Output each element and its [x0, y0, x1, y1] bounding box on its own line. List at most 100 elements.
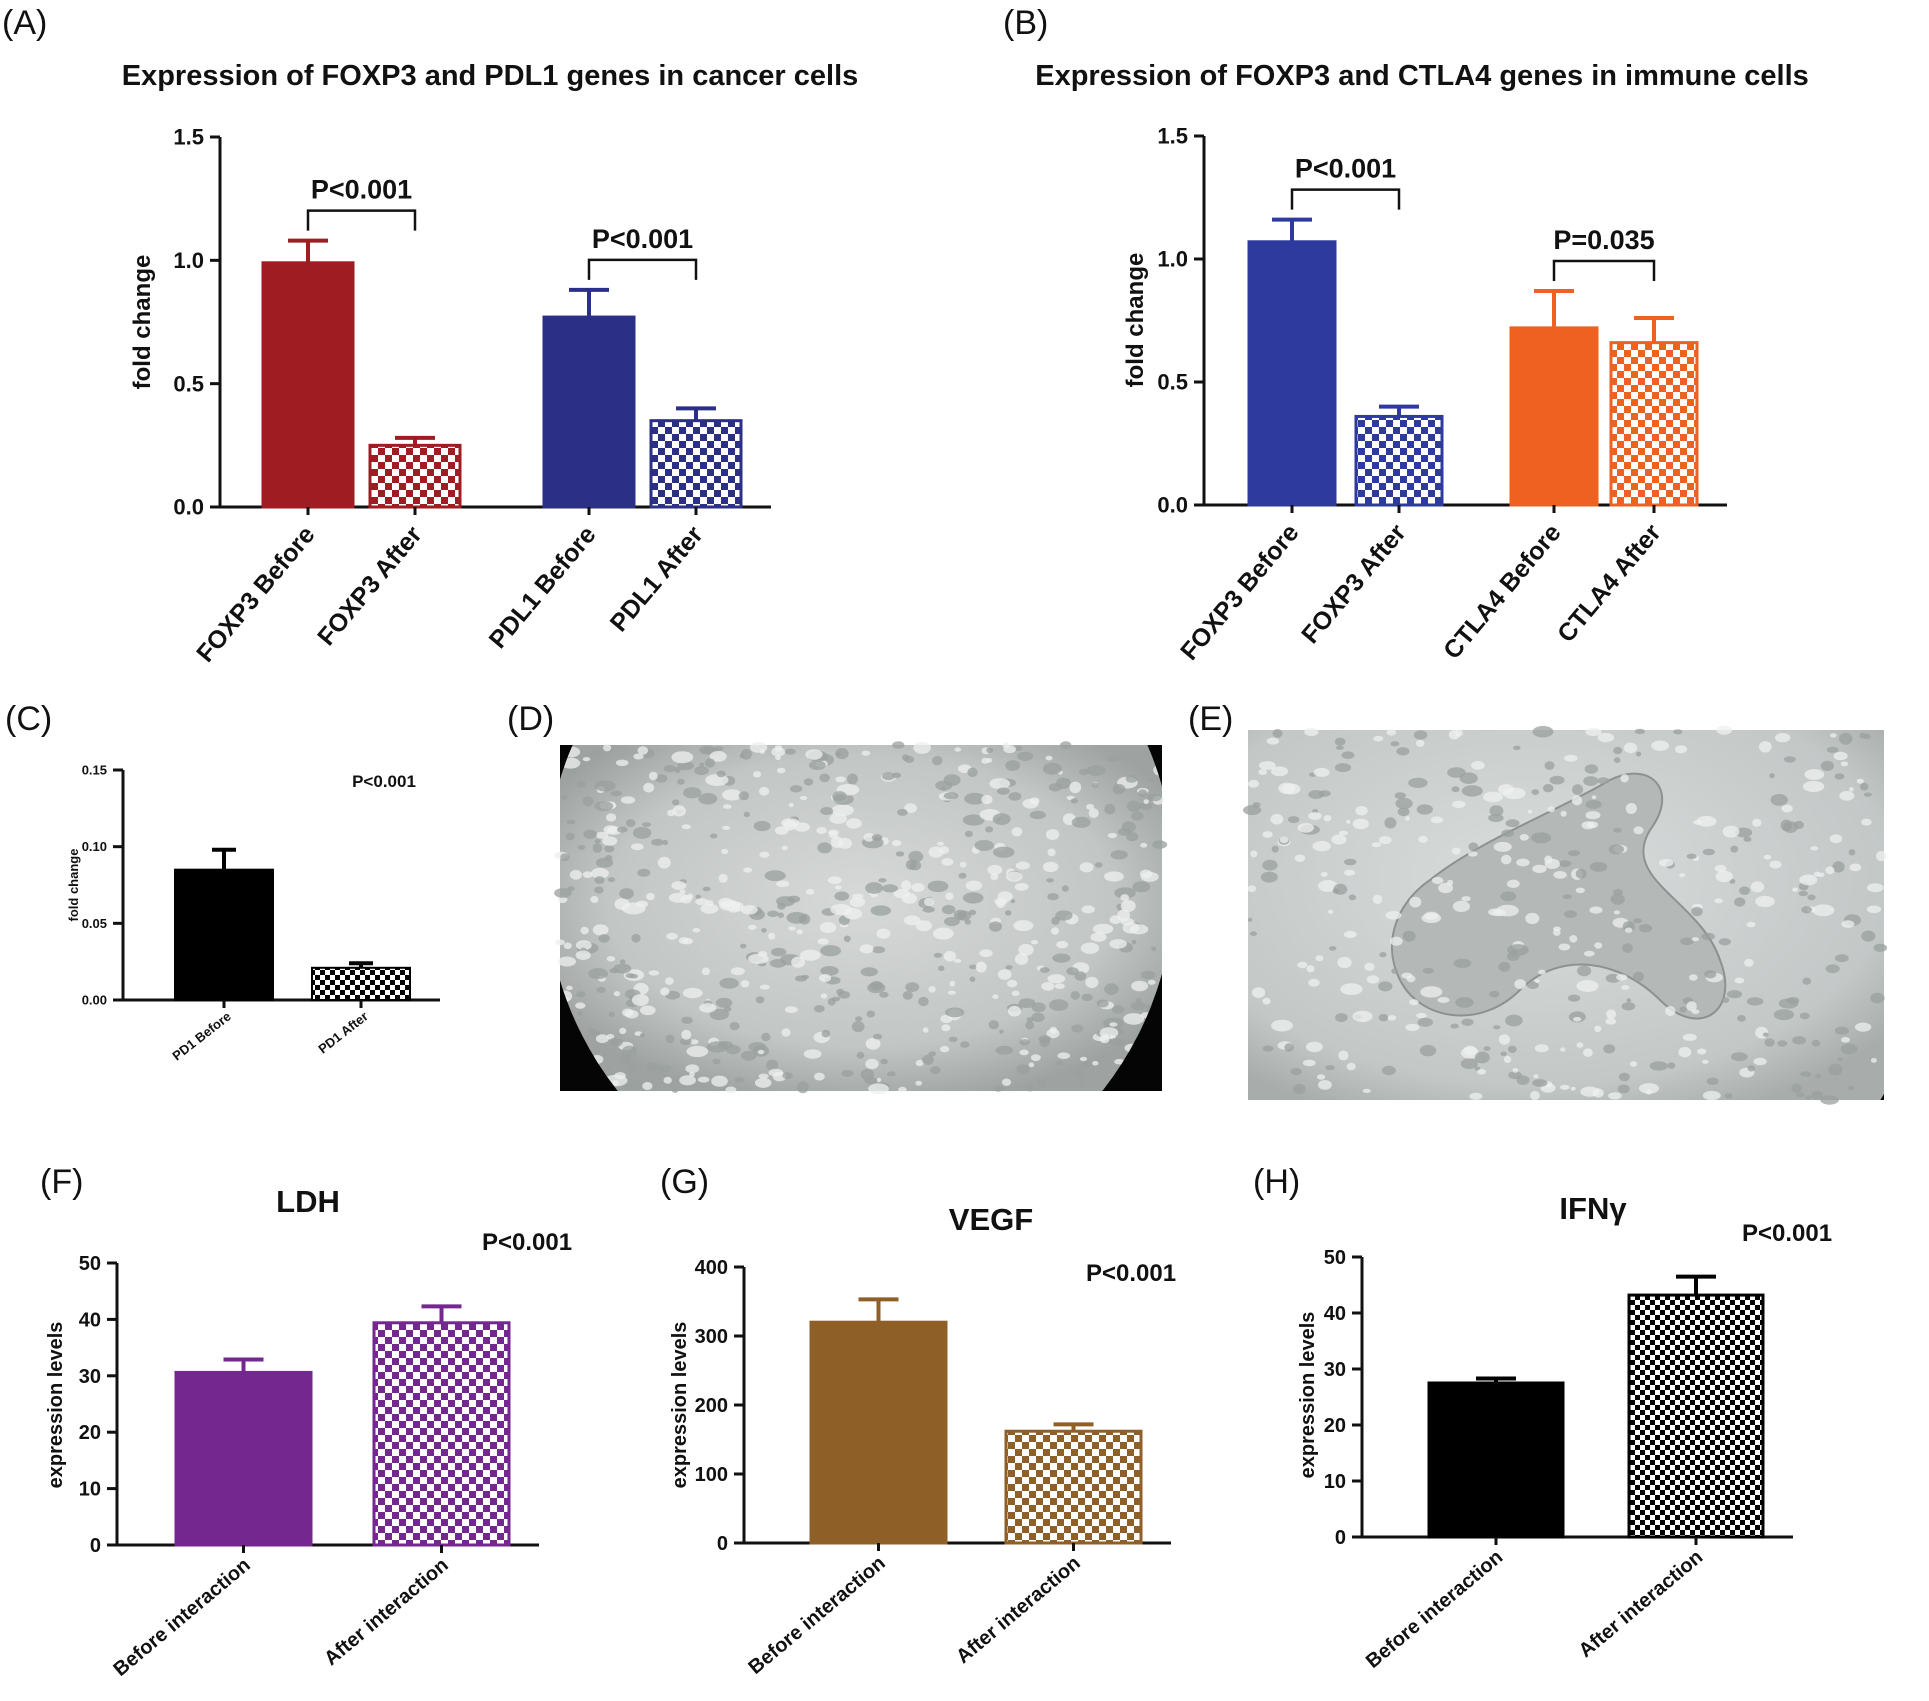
cell-speck [657, 856, 671, 869]
cell-speck [602, 836, 618, 846]
cell-speck [672, 805, 686, 817]
cell-speck [849, 897, 866, 908]
cell-speck [1016, 1064, 1030, 1075]
cell-speck [1396, 747, 1410, 756]
cell-speck [1870, 1057, 1877, 1063]
cell-speck [1005, 965, 1013, 970]
cell-speck [1344, 858, 1357, 866]
cell-speck [1849, 787, 1854, 792]
cell-speck [1532, 864, 1547, 874]
cell-speck [1679, 1006, 1687, 1013]
chart-c: fold change 0.00 0.05 0.10 0.15 PD1 Before PD1… [66, 763, 440, 1064]
cell-speck [1123, 1013, 1145, 1025]
cell-speck [759, 984, 770, 990]
cell-speck [631, 933, 641, 943]
cell-speck [607, 877, 616, 883]
cell-speck [672, 799, 680, 806]
cell-speck [1405, 1023, 1420, 1032]
cell-speck [1384, 817, 1397, 829]
cell-speck [1538, 969, 1546, 975]
cell-speck [1474, 1051, 1490, 1064]
cell-speck [1722, 825, 1740, 838]
cell-speck [1706, 1077, 1719, 1085]
cell-speck [1667, 1062, 1676, 1069]
cell-speck [962, 814, 985, 826]
cell-speck [1512, 1068, 1519, 1073]
cell-speck [590, 750, 600, 757]
cell-speck [1409, 999, 1419, 1006]
y-tick-label: 1.5 [1157, 124, 1188, 149]
cell-speck [1638, 924, 1653, 933]
cell-speck [1716, 725, 1732, 735]
cell-speck [757, 1049, 765, 1055]
cell-speck [928, 986, 936, 993]
cell-speck [856, 1051, 865, 1059]
cell-speck [1092, 923, 1114, 935]
cell-speck [1467, 851, 1478, 857]
cell-speck [1585, 811, 1601, 820]
cell-speck [759, 851, 770, 858]
cell-speck [1335, 745, 1344, 750]
cell-speck [1243, 805, 1262, 816]
cell-speck [700, 903, 719, 914]
cell-speck [904, 755, 915, 764]
cell-speck [740, 905, 758, 915]
cell-speck [965, 880, 983, 891]
cell-speck [860, 967, 878, 977]
cell-speck [1017, 751, 1034, 761]
cell-speck [609, 1037, 619, 1047]
cell-speck [1802, 781, 1825, 792]
cell-speck [1605, 1018, 1617, 1025]
cell-speck [960, 1041, 970, 1048]
cell-speck [1131, 811, 1144, 821]
cell-speck [1498, 961, 1511, 972]
cell-speck [677, 761, 694, 771]
cell-speck [843, 908, 862, 920]
cell-speck [681, 1016, 693, 1024]
cell-speck [981, 794, 993, 805]
bar-foxp3-before [1247, 240, 1337, 507]
y-tick-label: 200 [695, 1395, 728, 1417]
bar-foxp3-after [1354, 414, 1444, 507]
cell-speck [1839, 732, 1853, 745]
cell-speck [1861, 930, 1876, 942]
cell-speck [1018, 943, 1034, 956]
cell-speck [1308, 790, 1325, 799]
y-tick-label: 30 [1324, 1359, 1346, 1381]
cell-speck [922, 1027, 929, 1033]
cell-speck [918, 996, 929, 1007]
cell-speck [1493, 1025, 1501, 1030]
cell-speck [1613, 827, 1622, 833]
cell-speck [827, 876, 842, 884]
cell-speck [974, 840, 994, 851]
cell-speck [1799, 874, 1818, 886]
cell-speck [575, 950, 591, 960]
cell-speck [1633, 918, 1642, 924]
cell-speck [1147, 793, 1162, 802]
cell-speck [928, 1051, 937, 1057]
cell-speck [987, 864, 1003, 875]
cell-speck [1416, 1012, 1427, 1019]
cell-speck [620, 796, 636, 804]
cell-speck [682, 937, 693, 945]
cell-speck [1447, 879, 1454, 886]
cell-speck [832, 791, 847, 802]
cell-speck [1352, 818, 1369, 830]
cell-speck [1583, 1048, 1593, 1057]
cell-speck [1331, 834, 1347, 845]
cell-speck [710, 833, 718, 839]
cell-speck [1029, 810, 1046, 820]
cell-speck [1530, 1090, 1540, 1101]
cell-speck [1112, 783, 1126, 795]
cell-speck [1069, 781, 1082, 794]
cell-speck [1366, 975, 1380, 984]
cell-speck [1391, 968, 1398, 974]
cell-speck [717, 1041, 734, 1049]
cell-speck [953, 909, 967, 921]
cell-speck [1139, 869, 1153, 879]
cell-speck [932, 756, 943, 766]
cell-speck [1575, 868, 1587, 879]
x-category-label: After interaction [320, 1554, 452, 1670]
cell-speck [1385, 911, 1402, 920]
cell-speck [1513, 745, 1521, 750]
